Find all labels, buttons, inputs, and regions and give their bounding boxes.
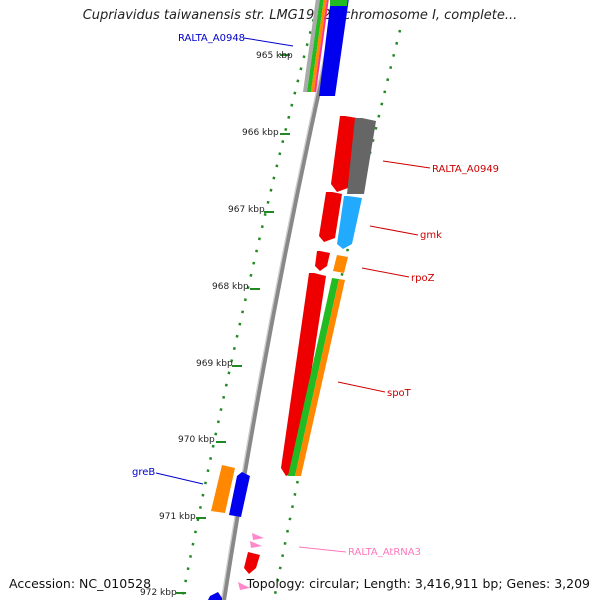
accession-text: Accession: NC_010528 — [9, 576, 152, 591]
label-greb[interactable]: greB — [132, 467, 155, 478]
map-title: Cupriavidus taiwanensis str. LMG19424 ch… — [82, 8, 518, 23]
cds-feature-orange[interactable] — [211, 465, 235, 513]
leader-line — [361, 267, 410, 278]
cds-feature[interactable] — [303, 0, 320, 92]
label-gmk[interactable]: gmk — [420, 230, 442, 241]
cds-feature-red[interactable] — [315, 251, 330, 271]
label-spot[interactable]: spoT — [387, 388, 412, 399]
cds-feature[interactable] — [307, 0, 324, 92]
tick-label-968: 968 kbp — [212, 282, 249, 292]
feature-cluster-top[interactable] — [303, 0, 349, 96]
cds-feature[interactable] — [314, 0, 329, 92]
leader-line — [369, 225, 419, 236]
leader-line — [382, 160, 431, 169]
trna-feature[interactable] — [238, 582, 250, 590]
chromosome-backbone-highlight — [220, 0, 338, 600]
cds-feature[interactable] — [330, 0, 348, 6]
chromosome-backbone — [221, 0, 342, 600]
tick-label-972: 972 kbp — [140, 588, 177, 598]
label-ralta-a0948[interactable]: RALTA_A0948 — [178, 33, 245, 44]
tick-label-967: 967 kbp — [228, 205, 265, 215]
cds-spot[interactable] — [295, 279, 345, 476]
cds-feature-green[interactable] — [288, 278, 339, 476]
trna-feature[interactable] — [252, 533, 264, 540]
cds-ralta-a0949[interactable] — [347, 118, 376, 194]
label-ralta-a0949[interactable]: RALTA_A0949 — [432, 164, 499, 175]
cds-feature[interactable] — [311, 0, 327, 92]
cds-feature-red[interactable] — [319, 192, 342, 242]
leader-line — [337, 381, 386, 393]
leader-line — [243, 37, 294, 47]
label-ralta-atrna3[interactable]: RALTA_AtRNA3 — [348, 547, 421, 558]
cds-feature-red[interactable] — [281, 273, 326, 476]
tick-label-965: 965 kbp — [256, 51, 293, 61]
trna-feature[interactable] — [250, 541, 262, 548]
cds-gmk[interactable] — [337, 196, 362, 249]
tick-label-969: 969 kbp — [196, 359, 233, 369]
cds-feature-blue[interactable] — [206, 592, 222, 600]
cds-greb[interactable] — [229, 472, 250, 517]
inner-scale-dots — [180, 0, 320, 600]
tick-group: 965 kbp 966 kbp 967 kbp 968 kbp 969 kbp … — [140, 51, 293, 598]
tick-label-970: 970 kbp — [178, 435, 215, 445]
tick-label-971: 971 kbp — [159, 512, 196, 522]
topology-text: Topology: circular; Length: 3,416,911 bp… — [246, 576, 590, 591]
leader-line — [155, 472, 204, 485]
cds-feature-red[interactable] — [331, 116, 357, 192]
cds-feature-red[interactable] — [244, 552, 260, 574]
cds-feature[interactable] — [319, 0, 349, 96]
tick-label-966: 966 kbp — [242, 128, 279, 138]
leader-line — [298, 546, 347, 553]
label-rpoz[interactable]: rpoZ — [411, 273, 435, 284]
cds-rpoz[interactable] — [333, 255, 348, 273]
